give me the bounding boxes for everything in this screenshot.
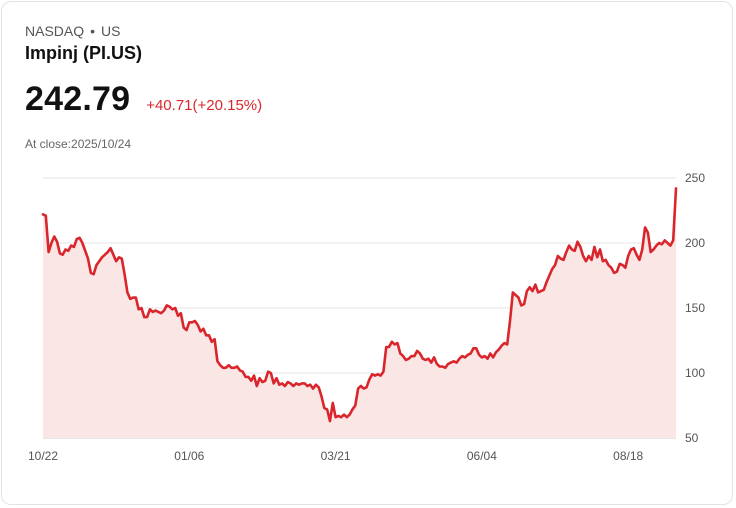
x-tick-label: 06/04 bbox=[467, 449, 497, 463]
current-price: 242.79 bbox=[25, 80, 131, 118]
x-tick-label: 08/18 bbox=[613, 449, 643, 463]
separator-dot: • bbox=[90, 23, 96, 39]
close-info: At close:2025/10/24 bbox=[25, 137, 131, 151]
y-tick-label: 250 bbox=[685, 171, 705, 185]
y-axis-ticks: 250 200 150 100 50 bbox=[685, 171, 705, 445]
x-tick-label: 03/21 bbox=[321, 449, 351, 463]
exchange-line: NASDAQ • US bbox=[25, 23, 120, 39]
stock-title: Impinj (PI.US) bbox=[25, 43, 142, 63]
region-label: US bbox=[101, 23, 121, 39]
y-tick-label: 150 bbox=[685, 301, 705, 315]
x-axis-ticks: 10/22 01/06 03/21 06/04 08/18 bbox=[28, 449, 644, 463]
close-date: 2025/10/24 bbox=[71, 137, 132, 151]
x-tick-label: 10/22 bbox=[28, 449, 58, 463]
price-row: 242.79 +40.71(+20.15%) bbox=[25, 80, 262, 119]
y-tick-label: 200 bbox=[685, 236, 705, 250]
y-tick-label: 50 bbox=[685, 431, 699, 445]
close-label: At close: bbox=[25, 137, 72, 151]
exchange-name: NASDAQ bbox=[25, 23, 85, 39]
price-area-fill bbox=[43, 188, 676, 438]
price-line[interactable] bbox=[41, 187, 678, 423]
price-change: +40.71(+20.15%) bbox=[146, 97, 263, 114]
y-tick-label: 100 bbox=[685, 366, 705, 380]
x-tick-label: 01/06 bbox=[174, 449, 204, 463]
